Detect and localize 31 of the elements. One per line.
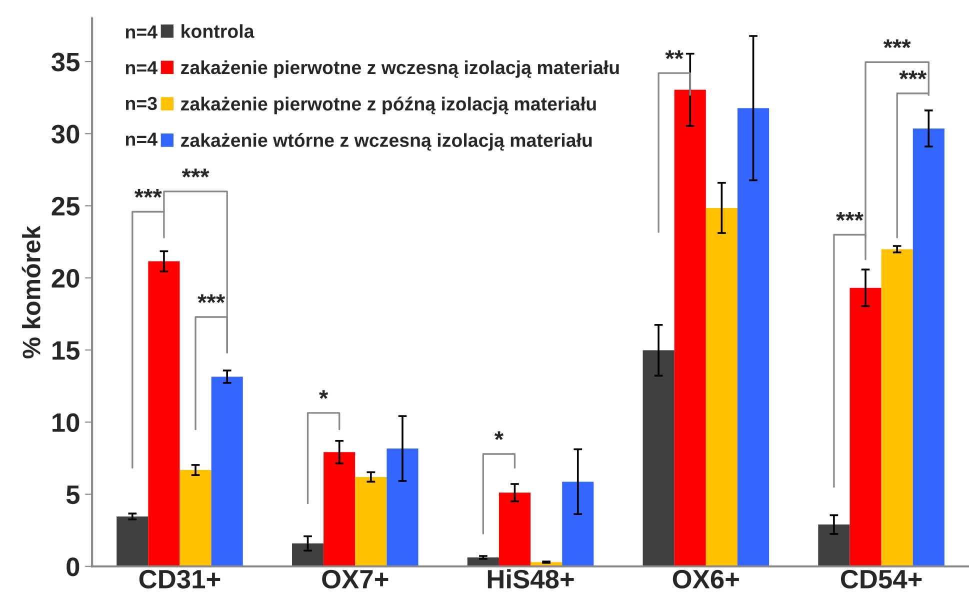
annotation: n=3 xyxy=(126,96,157,110)
annotation: *** xyxy=(134,188,162,198)
x-tick-label: OX7+ xyxy=(322,570,388,589)
y-tick-label: 15 xyxy=(52,341,80,360)
x-tick-label: CD54+ xyxy=(840,570,922,589)
y-tick-label: 5 xyxy=(66,486,80,504)
legend-label: zakażenie wtórne z wczesną izolacją materiału xyxy=(181,133,592,151)
y-tick-label: 10 xyxy=(52,413,80,432)
y-tick-label: 20 xyxy=(52,269,80,288)
annotation: *** xyxy=(883,39,911,48)
annotation: n=4 xyxy=(126,61,158,74)
annotation: n=4 xyxy=(126,132,158,146)
y-tick-label: 25 xyxy=(52,196,80,216)
annotation: *** xyxy=(198,294,226,303)
legend-label: zakażenie pierwotne z wczesną izolacją materiału xyxy=(181,60,619,78)
y-axis-title: % komórek xyxy=(22,226,40,358)
y-tick-label: 35 xyxy=(52,52,80,72)
x-tick-label: OX6+ xyxy=(672,570,739,589)
annotation: * xyxy=(319,390,328,399)
annotation: *** xyxy=(899,70,927,80)
annotation: *** xyxy=(836,212,864,221)
x-tick-label: CD31+ xyxy=(139,570,220,589)
annotation: n=4 xyxy=(126,26,158,38)
legend-label: kontrola xyxy=(182,24,254,38)
annotation: *** xyxy=(182,168,210,178)
x-tick-label: HiS48+ xyxy=(488,569,574,589)
legend-label: zakażenie pierwotne z późną izolacją materiału xyxy=(181,96,596,114)
y-tick-label: 0 xyxy=(66,558,80,576)
annotation: ** xyxy=(665,50,684,60)
y-tick-label: 30 xyxy=(52,124,80,144)
annotation: * xyxy=(494,431,504,440)
